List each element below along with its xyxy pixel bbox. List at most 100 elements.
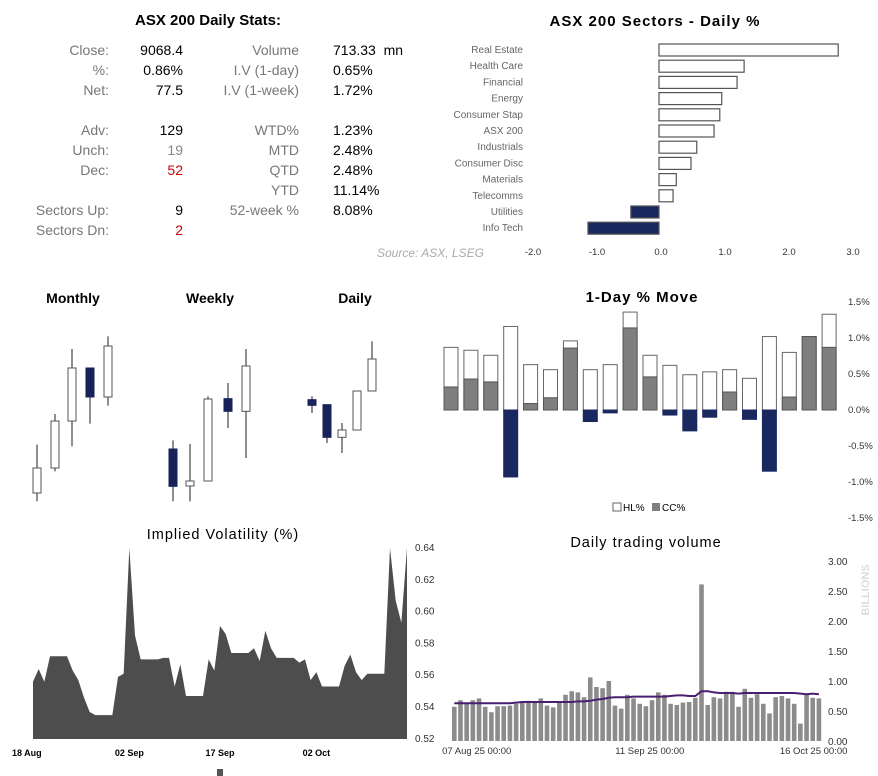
- sector-bar: [658, 91, 723, 106]
- volume-bar: [773, 697, 778, 741]
- stat-value: 9: [175, 202, 183, 218]
- volume-bar: [513, 703, 519, 741]
- y-tick-label: 1.0%: [848, 333, 870, 344]
- x-tick-label: 3.0: [846, 247, 859, 258]
- volume-bar: [452, 706, 457, 741]
- stat-label: Sectors Dn:: [35, 222, 109, 238]
- stat-value: 0.65%: [333, 62, 373, 78]
- x-tick-label: -2.0: [525, 247, 541, 258]
- hl-bar: [582, 369, 598, 411]
- stat-value: 2: [175, 222, 183, 238]
- candle-body: [85, 367, 95, 398]
- volume-bar: [717, 698, 723, 741]
- volume-bar: [587, 677, 593, 741]
- volume-bar: [761, 703, 766, 741]
- legend-swatch-hl: [612, 502, 622, 512]
- candle-body: [203, 398, 213, 482]
- stat-label: Dec:: [80, 162, 109, 178]
- sector-bar: [630, 205, 660, 219]
- candle-body: [168, 448, 178, 487]
- candle-panel-title: Daily: [338, 290, 372, 306]
- x-tick-label: 07 Aug 25 00:00: [442, 746, 511, 757]
- candle-panel-title: Monthly: [46, 290, 100, 306]
- sector-label: Financial: [483, 77, 523, 88]
- volume-bar: [785, 698, 791, 741]
- sector-label: Energy: [491, 94, 523, 105]
- volume-bar: [563, 694, 568, 741]
- sector-label: Consumer Disc: [455, 158, 523, 169]
- stat-value: 2.48%: [333, 142, 373, 158]
- y-tick-label: 0.52: [415, 734, 435, 745]
- stat-label: Unch:: [72, 142, 109, 158]
- y-tick-label: 1.50: [828, 647, 848, 658]
- cc-bar: [742, 409, 757, 420]
- sector-bar: [658, 108, 721, 122]
- y-tick-label: 2.50: [828, 587, 848, 598]
- y-tick-label: 0.64: [415, 543, 435, 554]
- x-tick-label: 02 Sep: [115, 748, 145, 758]
- volume-bar: [730, 691, 735, 741]
- volume-bar: [464, 703, 469, 741]
- x-tick-label: 11 Sep 25 00:00: [615, 746, 684, 757]
- stat-value: 0.86%: [143, 62, 183, 78]
- stat-label: %:: [92, 62, 109, 78]
- sector-label: Real Estate: [471, 45, 523, 56]
- move-title: 1-Day % Move: [586, 289, 699, 306]
- volume-bar: [779, 696, 785, 741]
- volume-bar: [798, 723, 803, 741]
- x-tick-label: -1.0: [589, 247, 605, 258]
- y-tick-label: 1.00: [828, 677, 848, 688]
- sector-label: Materials: [482, 175, 523, 186]
- y-tick-label: -1.5%: [848, 513, 873, 524]
- cc-bar: [582, 409, 598, 423]
- stat-label: YTD: [271, 182, 299, 198]
- stat-label: Volume: [252, 42, 299, 58]
- stat-value: 19: [167, 142, 183, 158]
- x-tick-label: 1.0: [718, 247, 731, 258]
- y-tick-label: 0.56: [415, 670, 435, 681]
- stat-label: MTD: [268, 142, 299, 158]
- volume-bar: [507, 705, 513, 741]
- stats-title: ASX 200 Daily Stats:: [135, 12, 281, 29]
- volume-bar: [637, 703, 642, 741]
- volume-bar: [655, 692, 661, 741]
- cc-bar: [523, 403, 539, 411]
- volume-bar: [816, 698, 822, 741]
- volume-bar: [476, 698, 482, 741]
- sector-bar: [658, 124, 715, 138]
- sector-bar: [658, 156, 692, 170]
- volume-bar: [662, 694, 667, 741]
- volume-title: Daily trading volume: [570, 535, 721, 551]
- y-tick-label: 0.60: [415, 607, 435, 618]
- legend-label: CC%: [662, 503, 685, 514]
- volume-bar: [606, 681, 612, 741]
- cc-bar: [722, 391, 738, 411]
- stat-value: 77.5: [155, 82, 183, 98]
- candle-body: [241, 365, 251, 412]
- stat-label: QTD: [269, 162, 299, 178]
- sector-bar: [658, 140, 698, 154]
- source-note: Source: ASX, LSEG: [377, 246, 484, 260]
- y-tick-label: 2.00: [828, 617, 848, 628]
- volume-bar: [569, 691, 575, 741]
- volume-bar: [612, 705, 618, 741]
- volume-bar: [550, 707, 556, 741]
- sector-bar: [658, 75, 738, 90]
- legend-marker: [217, 769, 223, 776]
- iv-title: Implied Volatility (%): [147, 527, 300, 543]
- x-tick-label: 18 Aug: [12, 748, 42, 758]
- sector-label: Health Care: [470, 61, 524, 72]
- sector-bar: [658, 173, 677, 187]
- volume-bar: [674, 705, 680, 741]
- hl-bar: [742, 377, 757, 411]
- candle-body: [32, 467, 42, 494]
- cc-bar: [562, 347, 578, 411]
- legend-label: HL%: [623, 503, 645, 514]
- hl-bar: [602, 364, 618, 411]
- y-tick-label: 0.58: [415, 638, 435, 649]
- volume-bar: [544, 705, 550, 741]
- volume-average-line: [454, 690, 820, 705]
- y-tick-label: 0.62: [415, 575, 435, 586]
- sector-bar: [658, 189, 674, 203]
- hl-bar: [662, 364, 678, 411]
